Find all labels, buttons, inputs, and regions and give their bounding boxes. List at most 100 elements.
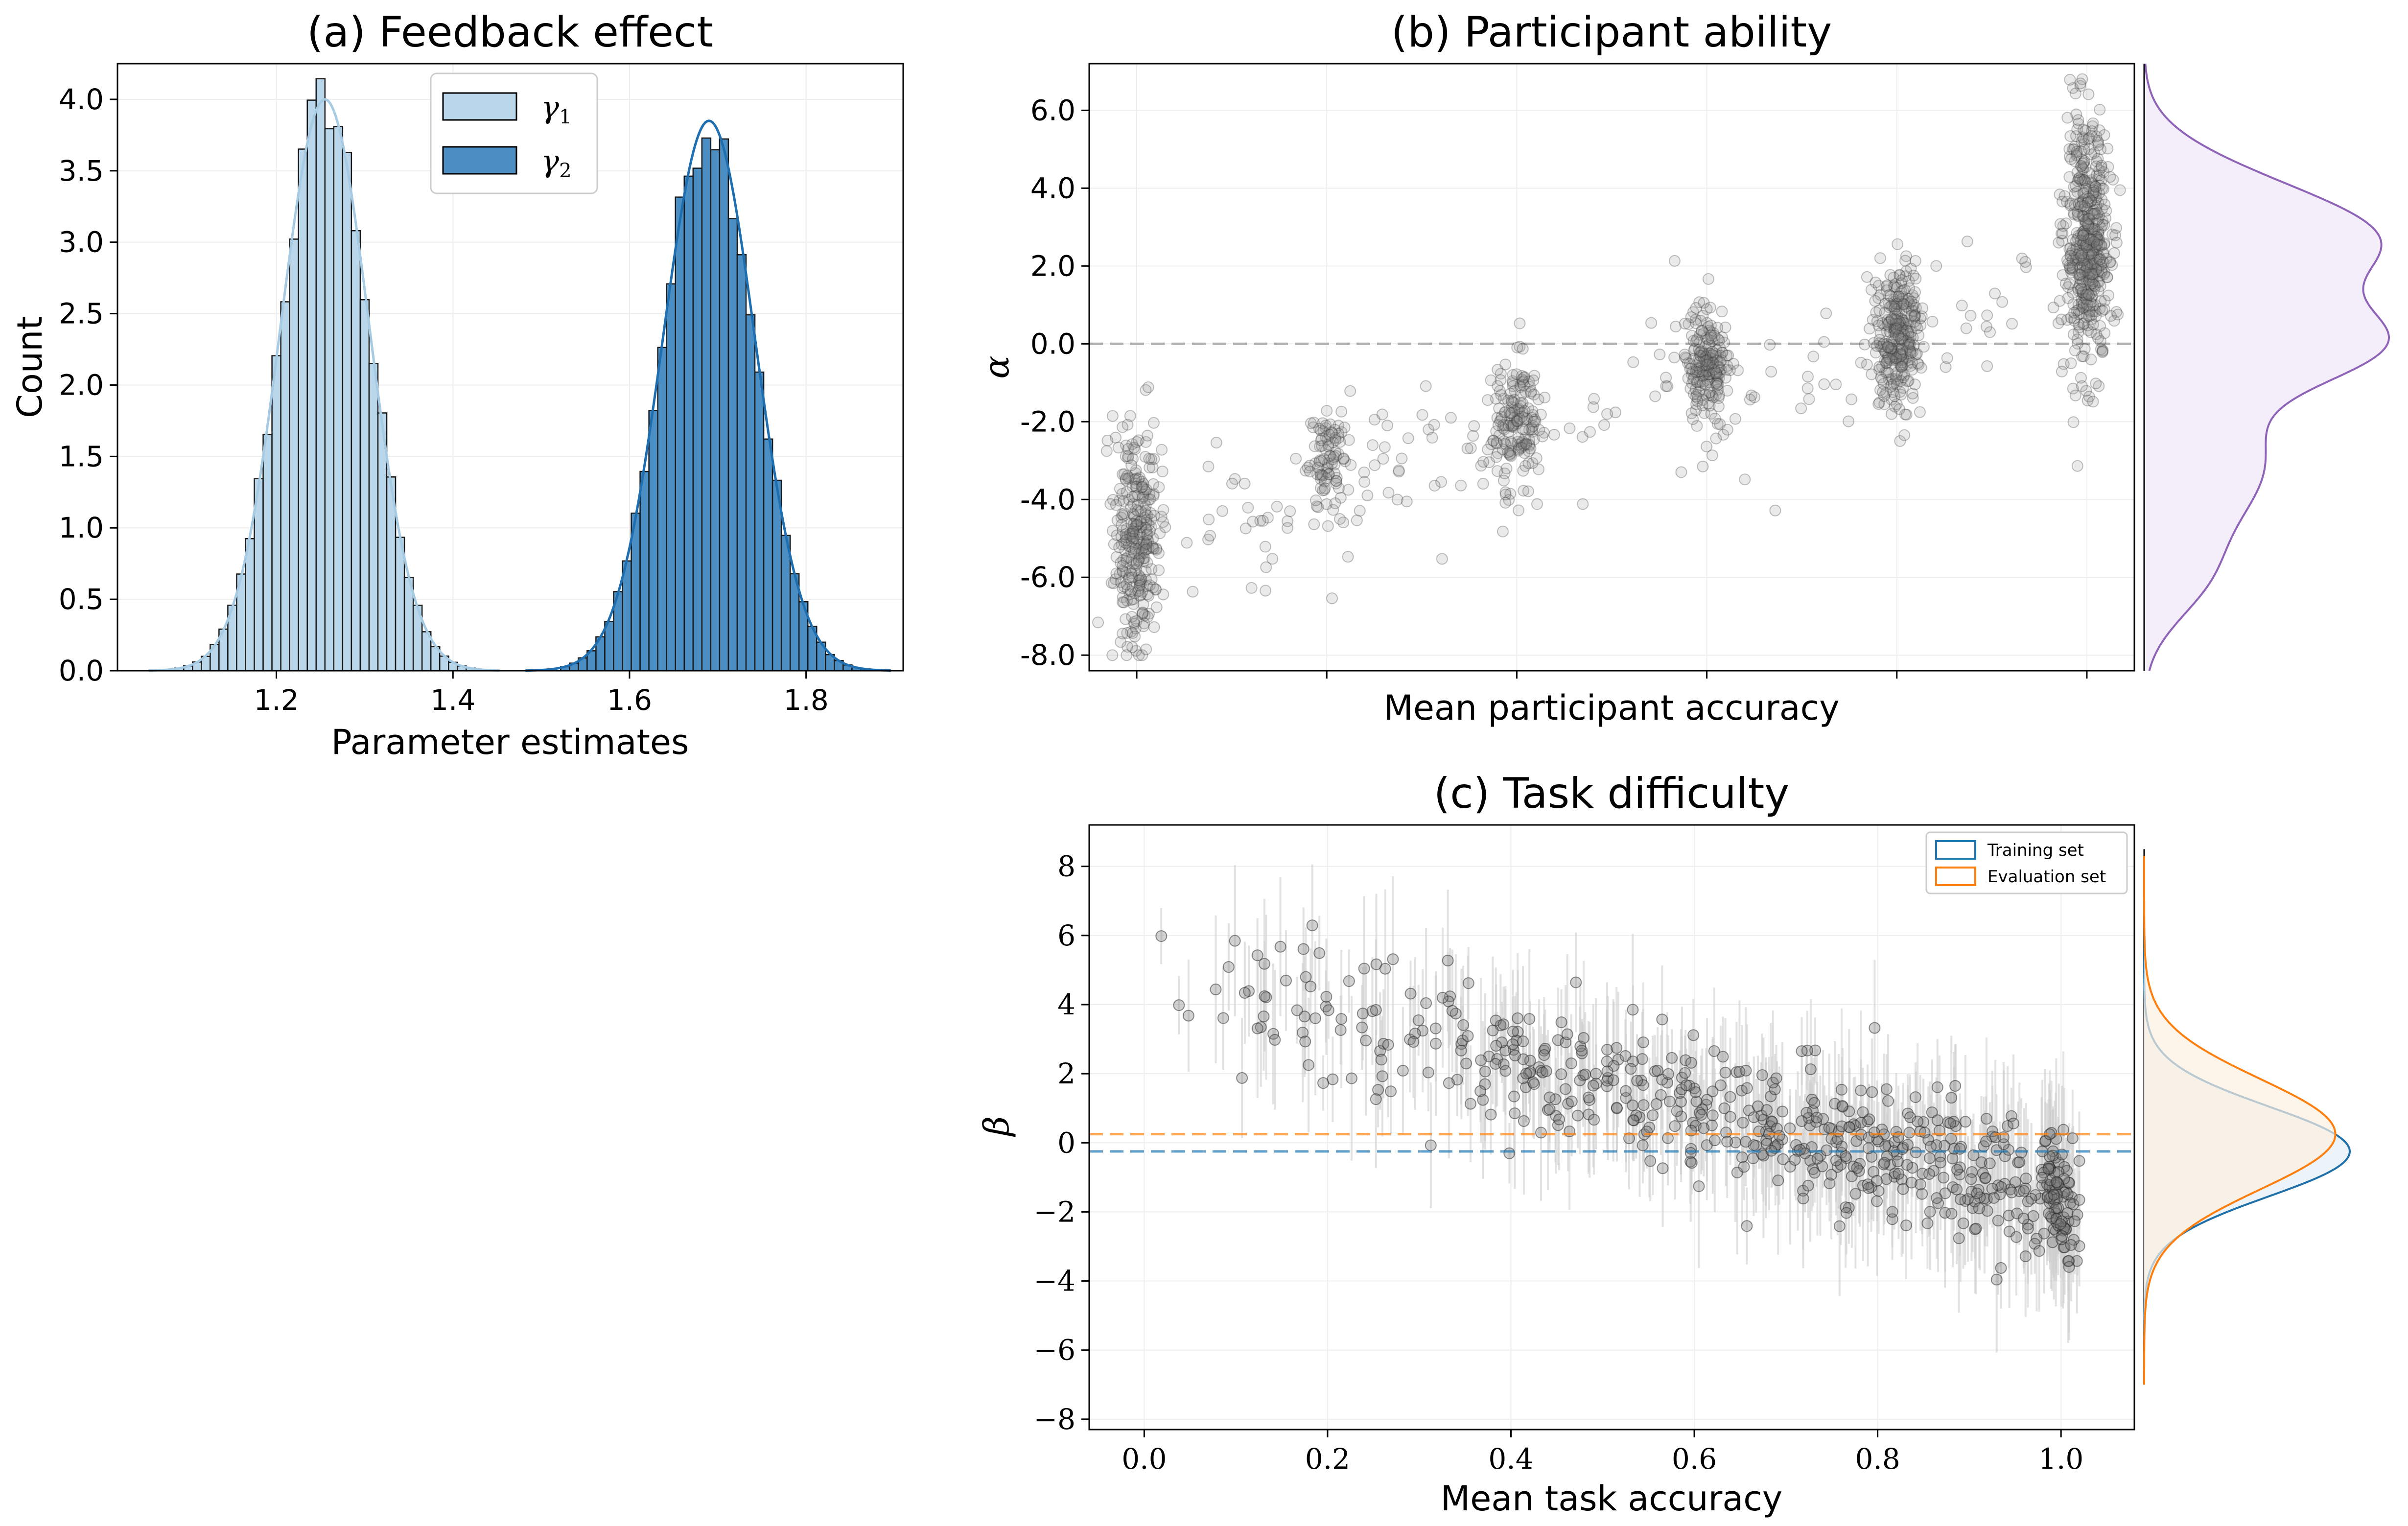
b-point: [1495, 414, 1507, 426]
b-point: [1507, 420, 1520, 432]
b-point: [1147, 478, 1160, 490]
b-point: [1120, 528, 1132, 540]
b-point: [1144, 525, 1156, 537]
b-point: [1320, 422, 1332, 434]
b-point: [2086, 268, 2098, 281]
b-point: [1679, 351, 1691, 363]
b-point: [1527, 374, 1540, 386]
b-point: [1694, 315, 1707, 327]
b-point: [1142, 381, 1154, 393]
b-point: [2104, 257, 2116, 269]
a-bar-gamma2: [639, 470, 650, 672]
b-point: [1139, 451, 1151, 463]
b-point: [1137, 552, 1149, 564]
b-point: [1577, 498, 1589, 510]
c-point: [1517, 1035, 1529, 1048]
b-point: [1145, 520, 1157, 533]
b-point: [2072, 114, 2084, 126]
b-point: [1311, 468, 1323, 480]
c-point: [1455, 1044, 1467, 1056]
b-point: [1584, 426, 1596, 438]
c-point: [1756, 1069, 1768, 1081]
b-point: [1910, 273, 1922, 285]
c-point: [1442, 954, 1454, 966]
c-point: [1849, 1188, 1862, 1200]
c-point: [1503, 1147, 1516, 1159]
b-point: [1125, 553, 1138, 565]
b-point: [1141, 588, 1153, 600]
b-point: [1701, 441, 1713, 453]
b-point: [1711, 376, 1723, 388]
b-point: [1502, 395, 1514, 407]
b-point: [1508, 385, 1520, 397]
c-point: [1650, 1098, 1662, 1110]
b-point: [1130, 472, 1142, 485]
b-point: [1133, 577, 1146, 589]
b-point: [1497, 474, 1510, 487]
b-point: [1125, 626, 1137, 638]
b-point: [1133, 582, 1145, 594]
c-point: [2036, 1172, 2048, 1184]
b-point: [1271, 500, 1283, 513]
b-point: [1515, 397, 1527, 409]
b-point: [1712, 383, 1724, 396]
b-point: [1690, 302, 1702, 314]
b-point: [1128, 564, 1141, 577]
b-point: [1137, 555, 1149, 567]
b-point: [1140, 537, 1152, 549]
c-point: [2056, 1230, 2068, 1242]
b-y-ticks: -8.0 -6.0 -4.0 -2.0 0.0 2.0 4.0 6.0: [1020, 94, 1089, 672]
b-point: [1711, 354, 1724, 367]
b-point: [1526, 425, 1539, 438]
b-point: [2066, 261, 2079, 274]
b-y-tick-label: 4.0: [1030, 171, 1075, 205]
b-point: [1148, 621, 1160, 633]
c-point: [1446, 1005, 1458, 1017]
c-point: [2019, 1250, 2032, 1263]
c-point: [1797, 1193, 1809, 1205]
b-point: [1143, 608, 1155, 620]
b-point: [1115, 557, 1127, 569]
c-point: [1896, 1143, 1909, 1155]
b-point: [1313, 423, 1325, 435]
b-point: [1125, 459, 1138, 471]
b-point: [1517, 465, 1529, 477]
b-point: [2076, 380, 2088, 392]
a-y-tick-label: 1.5: [59, 440, 104, 473]
b-point: [1522, 485, 1534, 497]
b-point: [1536, 430, 1548, 443]
b-point: [1697, 394, 1709, 406]
b-point: [1917, 341, 1930, 353]
b-point: [1490, 451, 1502, 463]
b-point: [1700, 366, 1712, 378]
b-point: [1331, 471, 1343, 484]
b-point: [1515, 389, 1527, 401]
b-point: [1128, 442, 1140, 454]
b-point: [1147, 417, 1160, 429]
b-point: [1710, 389, 1722, 401]
b-point: [1109, 573, 1122, 586]
c-point: [1804, 1063, 1817, 1076]
b-point: [1302, 462, 1314, 474]
b-point: [1698, 348, 1710, 360]
b-point: [1343, 434, 1355, 446]
c-point: [2022, 1196, 2034, 1208]
b-point: [1692, 392, 1704, 404]
b-point: [1515, 400, 1527, 412]
c-point: [1631, 1075, 1643, 1087]
c-point: [1935, 1156, 1947, 1169]
b-point: [1686, 366, 1699, 378]
b-point: [1722, 349, 1734, 361]
c-point: [1914, 1178, 1926, 1191]
b-point: [1129, 467, 1142, 479]
c-point: [1155, 930, 1168, 942]
a-bar-gamma1: [368, 363, 379, 672]
c-point: [1836, 1100, 1848, 1112]
b-point: [1899, 408, 1911, 421]
b-point: [1510, 415, 1522, 427]
c-point: [1313, 947, 1326, 959]
b-point: [1704, 386, 1716, 399]
b-point: [1092, 616, 1104, 629]
b-point: [2082, 88, 2095, 100]
b-point: [1500, 463, 1513, 475]
